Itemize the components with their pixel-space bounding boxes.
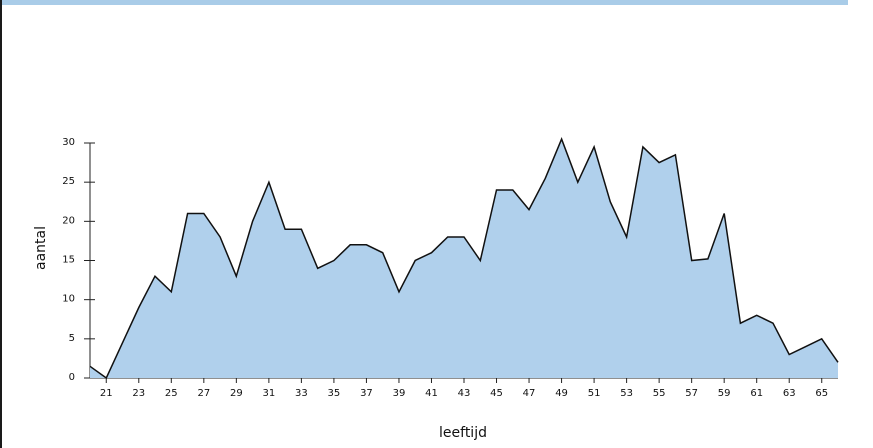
x-tick-label: 39: [393, 388, 406, 399]
x-tick-label: 35: [328, 388, 341, 399]
panel-top-band: [2, 0, 848, 5]
y-tick-label: 15: [62, 255, 75, 266]
y-axis-title: aantal: [33, 226, 49, 270]
y-tick-label: 5: [69, 333, 75, 344]
x-tick-label: 57: [685, 388, 698, 399]
x-tick-label: 65: [815, 388, 828, 399]
y-tick-label: 25: [62, 176, 75, 187]
y-tick-label: 30: [62, 137, 75, 148]
y-axis: 0 5 10 15 20 25 30: [62, 137, 95, 383]
x-tick-label: 43: [458, 388, 471, 399]
x-axis: 21 23 25 27 29 31 33 35 37 39 41 43 45 47 49 51 53 55 57 59…: [90, 377, 838, 399]
y-tick-label: 20: [62, 215, 75, 226]
x-tick-label: 61: [750, 388, 763, 399]
x-tick-label: 45: [490, 388, 503, 399]
x-tick-label: 55: [653, 388, 666, 399]
x-tick-label: 21: [100, 388, 113, 399]
y-tick-label: 10: [62, 294, 75, 305]
area-series-fill: [90, 139, 838, 378]
x-tick-label: 23: [132, 388, 145, 399]
x-tick-label: 33: [295, 388, 308, 399]
x-tick-label: 29: [230, 388, 243, 399]
x-tick-label: 47: [523, 388, 536, 399]
x-tick-label: 59: [718, 388, 731, 399]
x-axis-title: leeftijd: [439, 425, 487, 441]
y-tick-label: 0: [69, 372, 75, 383]
area-series-line: [89, 137, 839, 380]
x-tick-label: 51: [588, 388, 601, 399]
x-tick-label: 63: [783, 388, 796, 399]
x-tick-label: 41: [425, 388, 438, 399]
x-tick-label: 25: [165, 388, 178, 399]
x-tick-label: 49: [555, 388, 568, 399]
x-tick-label: 31: [263, 388, 276, 399]
x-tick-label: 53: [620, 388, 633, 399]
x-tick-label: 37: [360, 388, 373, 399]
x-tick-label: 27: [197, 388, 210, 399]
panel-left-border: [0, 0, 2, 448]
